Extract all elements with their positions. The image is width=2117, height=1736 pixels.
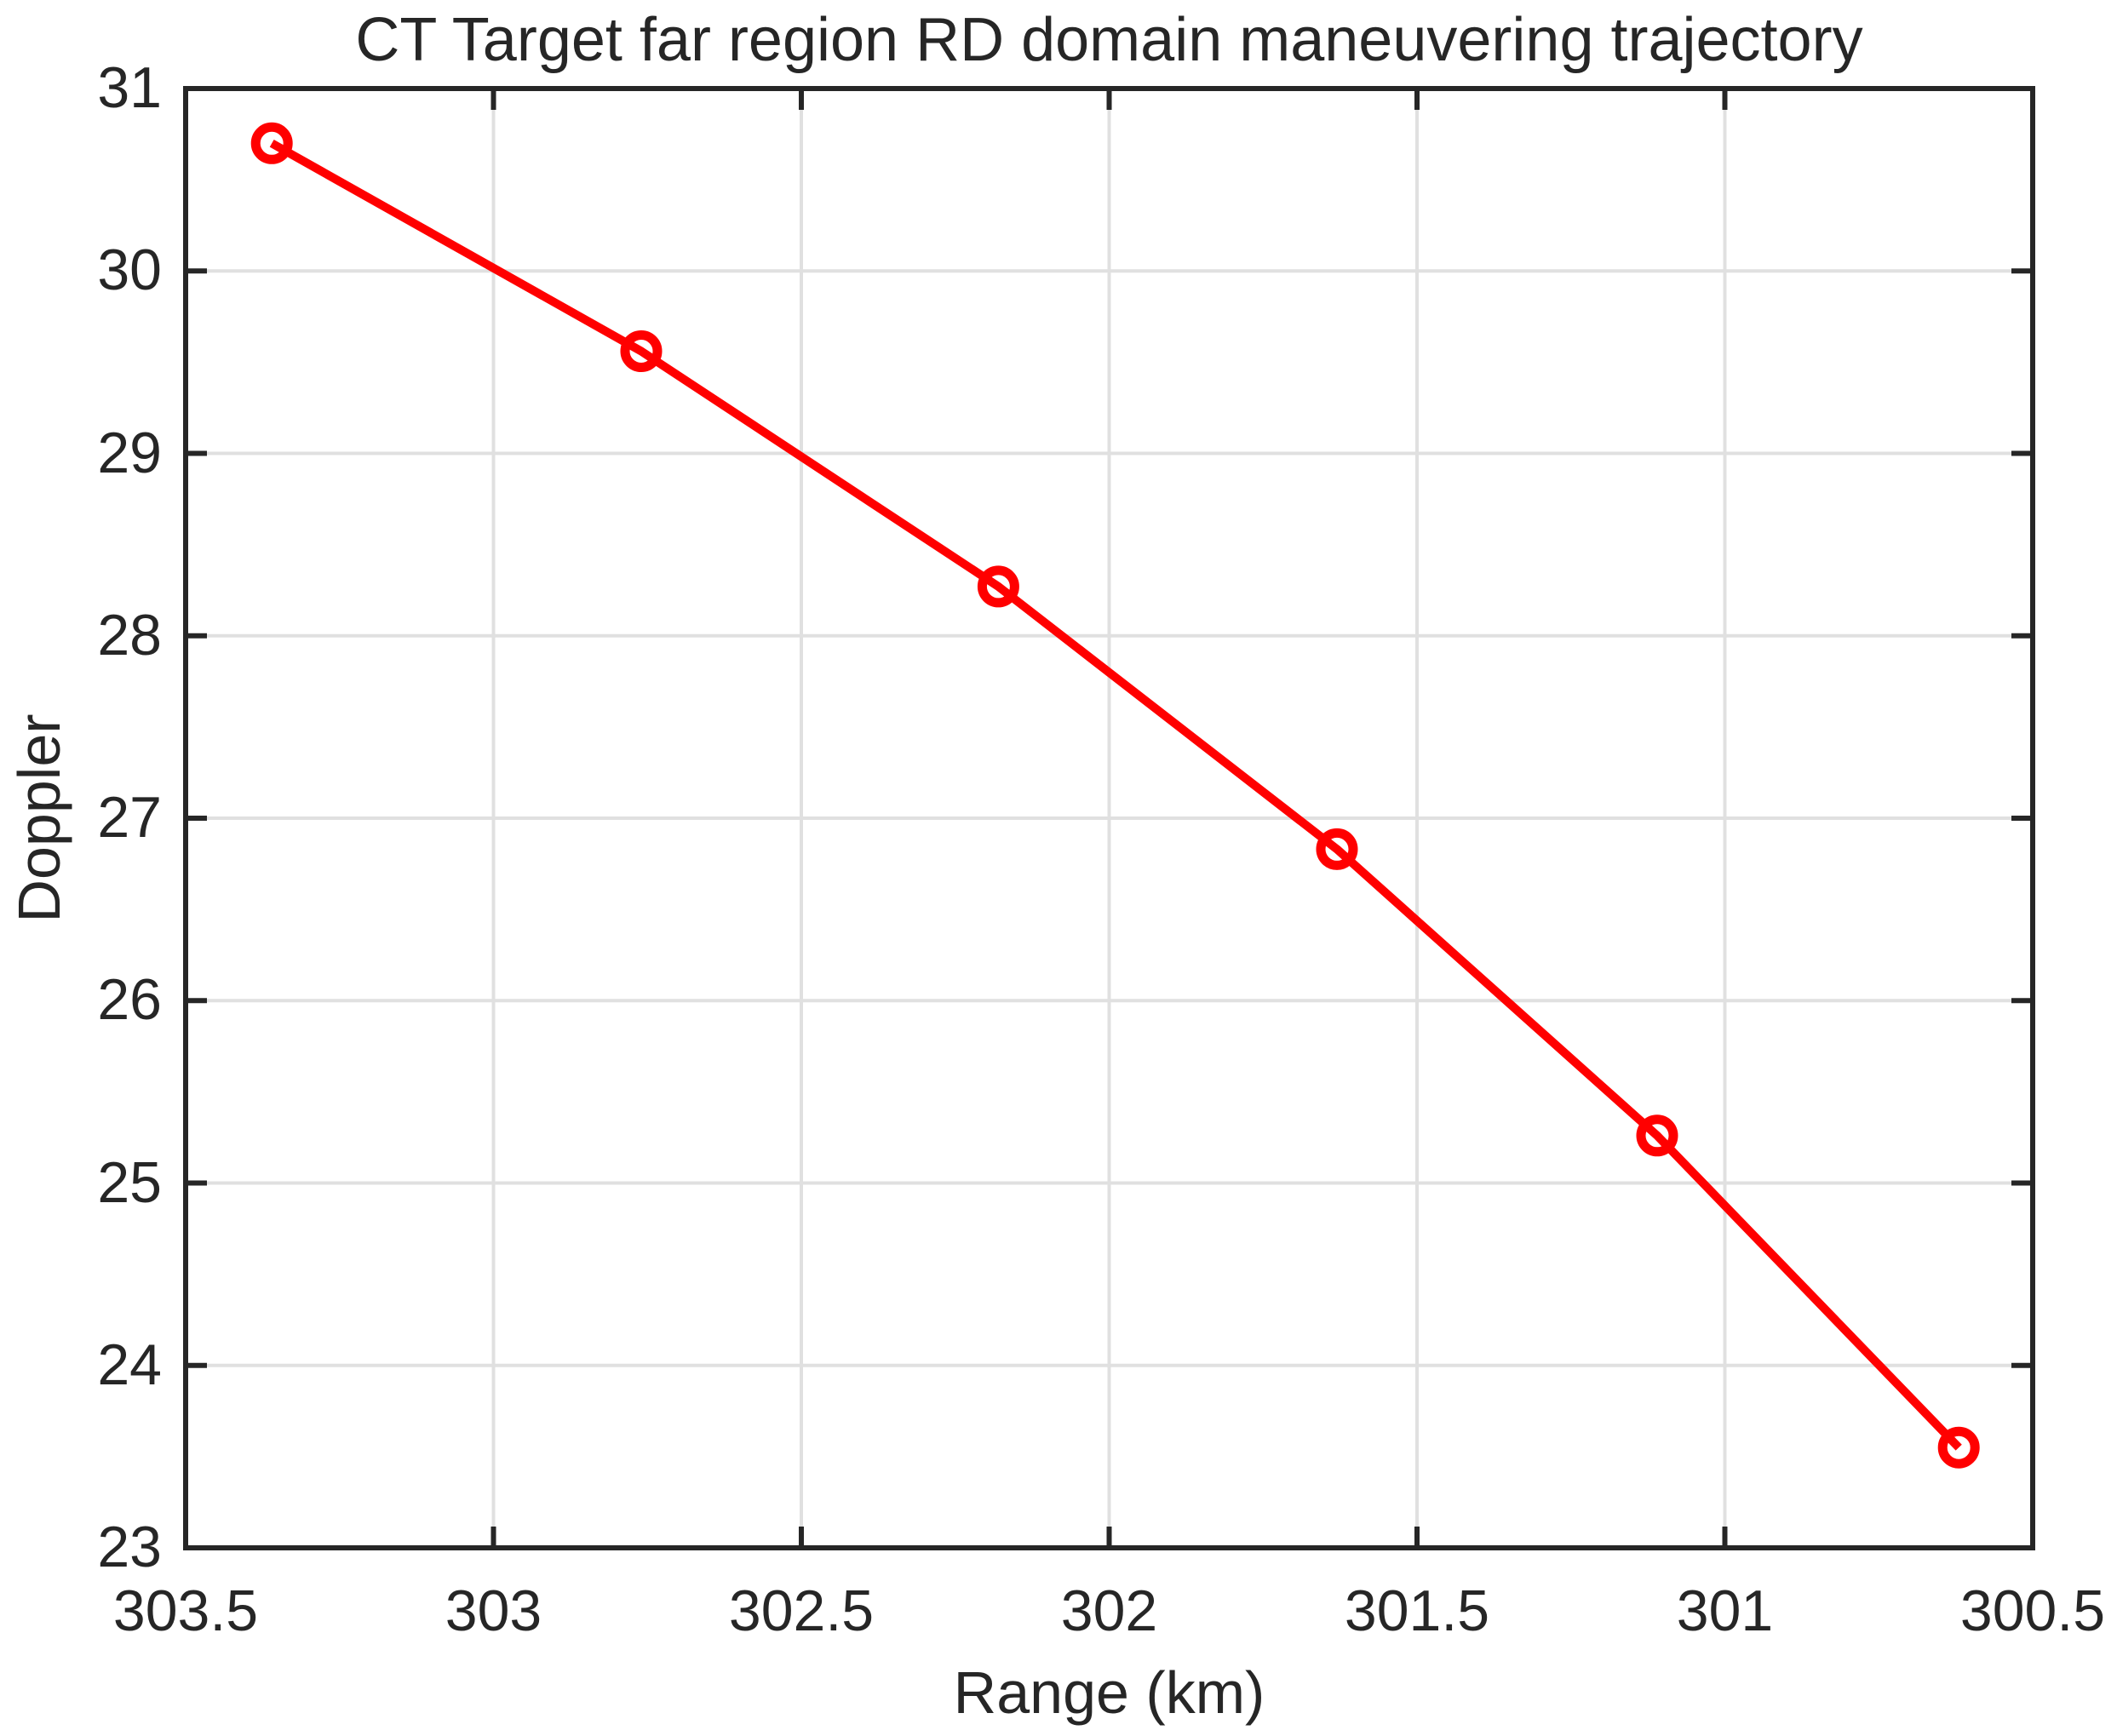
x-tick-label: 302	[1060, 1578, 1158, 1643]
chart-title: CT Target far region RD domain maneuveri…	[355, 6, 1863, 74]
data-point-marker	[977, 565, 1019, 608]
y-tick-label: 31	[97, 55, 162, 121]
x-tick-label: 303	[445, 1578, 542, 1643]
y-tick-label: 28	[97, 602, 162, 667]
y-tick-label: 30	[97, 238, 162, 303]
y-axis-label: Doppler	[6, 713, 72, 923]
data-point-marker	[1636, 1114, 1678, 1157]
data-point-marker	[1937, 1426, 1980, 1469]
y-tick-label: 24	[97, 1332, 162, 1397]
x-tick-label: 303.5	[112, 1578, 259, 1643]
x-tick-label: 300.5	[1959, 1578, 2106, 1643]
trajectory-line	[269, 139, 1962, 1451]
y-tick-label: 27	[97, 785, 162, 851]
data-point-marker	[1316, 828, 1358, 870]
plot-area	[183, 86, 2035, 1550]
y-tick-label: 25	[97, 1149, 162, 1215]
x-tick-label: 301.5	[1344, 1578, 1490, 1643]
y-tick-label: 23	[97, 1515, 162, 1580]
x-tick-label: 302.5	[728, 1578, 875, 1643]
data-point-marker	[250, 122, 293, 164]
data-point-marker	[620, 330, 663, 372]
x-tick-label: 301	[1676, 1578, 1774, 1643]
y-tick-label: 26	[97, 967, 162, 1033]
y-tick-label: 29	[97, 420, 162, 485]
x-axis-label: Range (km)	[953, 1659, 1265, 1726]
